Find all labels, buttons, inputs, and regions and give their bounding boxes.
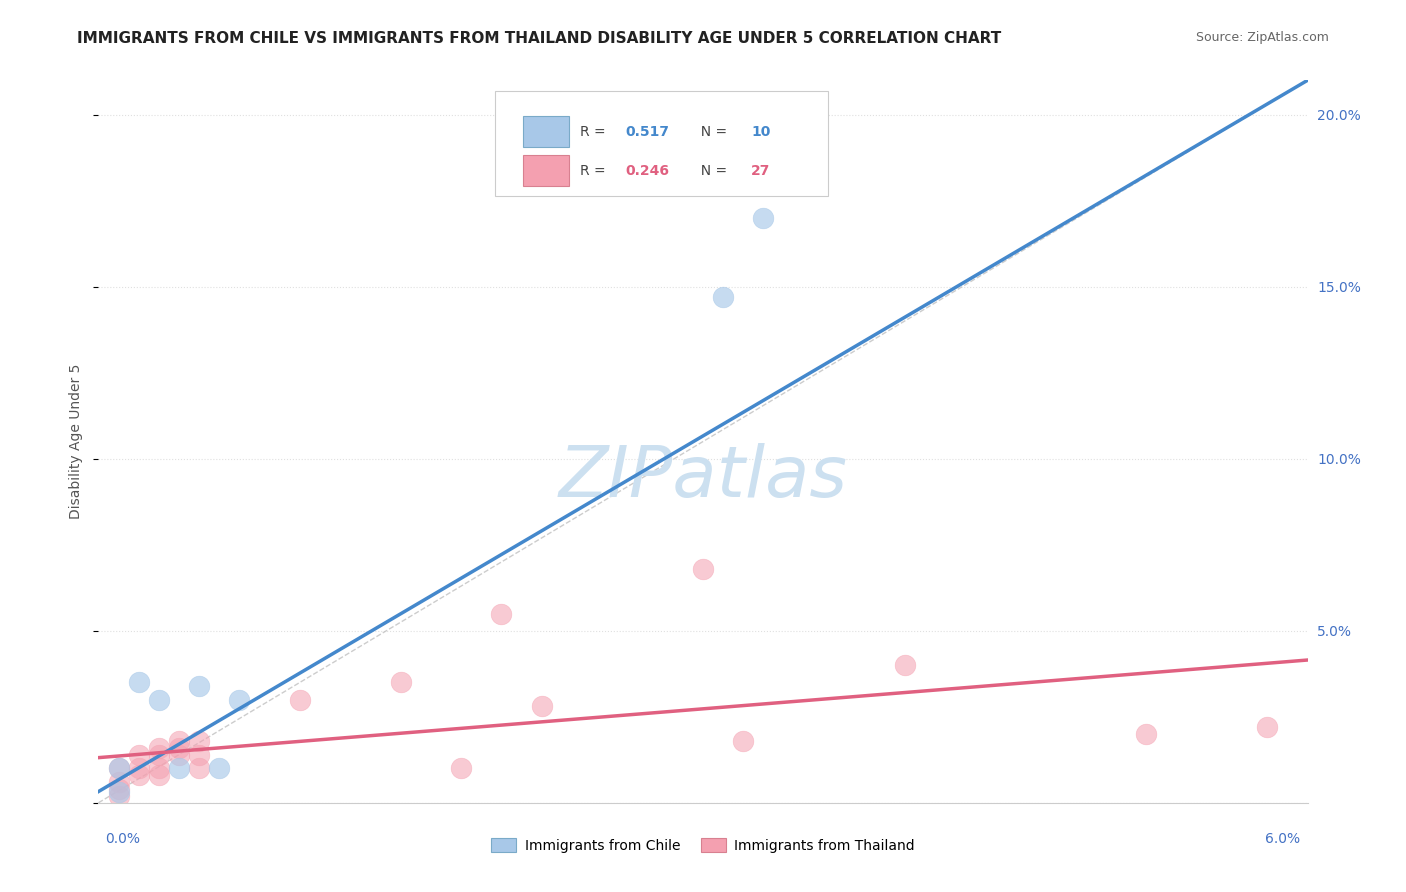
Y-axis label: Disability Age Under 5: Disability Age Under 5 [69,364,83,519]
Point [188,747,211,762]
Point [167,734,190,748]
Point [107,785,129,799]
Text: N =: N = [692,164,731,178]
Point [167,747,190,762]
Point [128,768,150,782]
FancyBboxPatch shape [523,155,569,186]
Point [128,761,150,775]
Point [128,747,150,762]
Point [389,675,412,690]
Point [1135,727,1157,741]
Text: R =: R = [579,164,610,178]
Text: 6.0%: 6.0% [1265,832,1301,846]
Point [1256,720,1278,734]
Text: IMMIGRANTS FROM CHILE VS IMMIGRANTS FROM THAILAND DISABILITY AGE UNDER 5 CORRELA: IMMIGRANTS FROM CHILE VS IMMIGRANTS FROM… [77,31,1001,46]
Point [148,761,170,775]
Point [107,775,129,789]
Point [148,740,170,755]
Point [167,740,190,755]
Text: R =: R = [579,125,610,139]
Point [752,211,775,225]
Text: Source: ZipAtlas.com: Source: ZipAtlas.com [1195,31,1329,45]
Point [107,761,129,775]
Text: ZIPatlas: ZIPatlas [558,443,848,512]
Text: 0.0%: 0.0% [105,832,141,846]
Text: N =: N = [692,125,731,139]
Point [188,734,211,748]
Point [107,761,129,775]
Text: 27: 27 [751,164,770,178]
Point [128,675,150,690]
Point [711,290,734,304]
Legend: Immigrants from Chile, Immigrants from Thailand: Immigrants from Chile, Immigrants from T… [485,832,921,858]
Point [692,562,714,576]
Point [148,692,170,706]
Point [288,692,311,706]
Text: 10: 10 [751,125,770,139]
Point [450,761,472,775]
Text: 0.246: 0.246 [626,164,669,178]
Point [530,699,553,714]
FancyBboxPatch shape [523,116,569,147]
Point [733,734,755,748]
Point [167,761,190,775]
Point [107,782,129,797]
Point [208,761,231,775]
Point [148,768,170,782]
Text: 0.517: 0.517 [626,125,669,139]
Point [148,747,170,762]
Point [107,789,129,803]
Point [188,761,211,775]
FancyBboxPatch shape [495,91,828,196]
Point [188,679,211,693]
Point [491,607,513,621]
Point [893,658,915,673]
Point [228,692,250,706]
